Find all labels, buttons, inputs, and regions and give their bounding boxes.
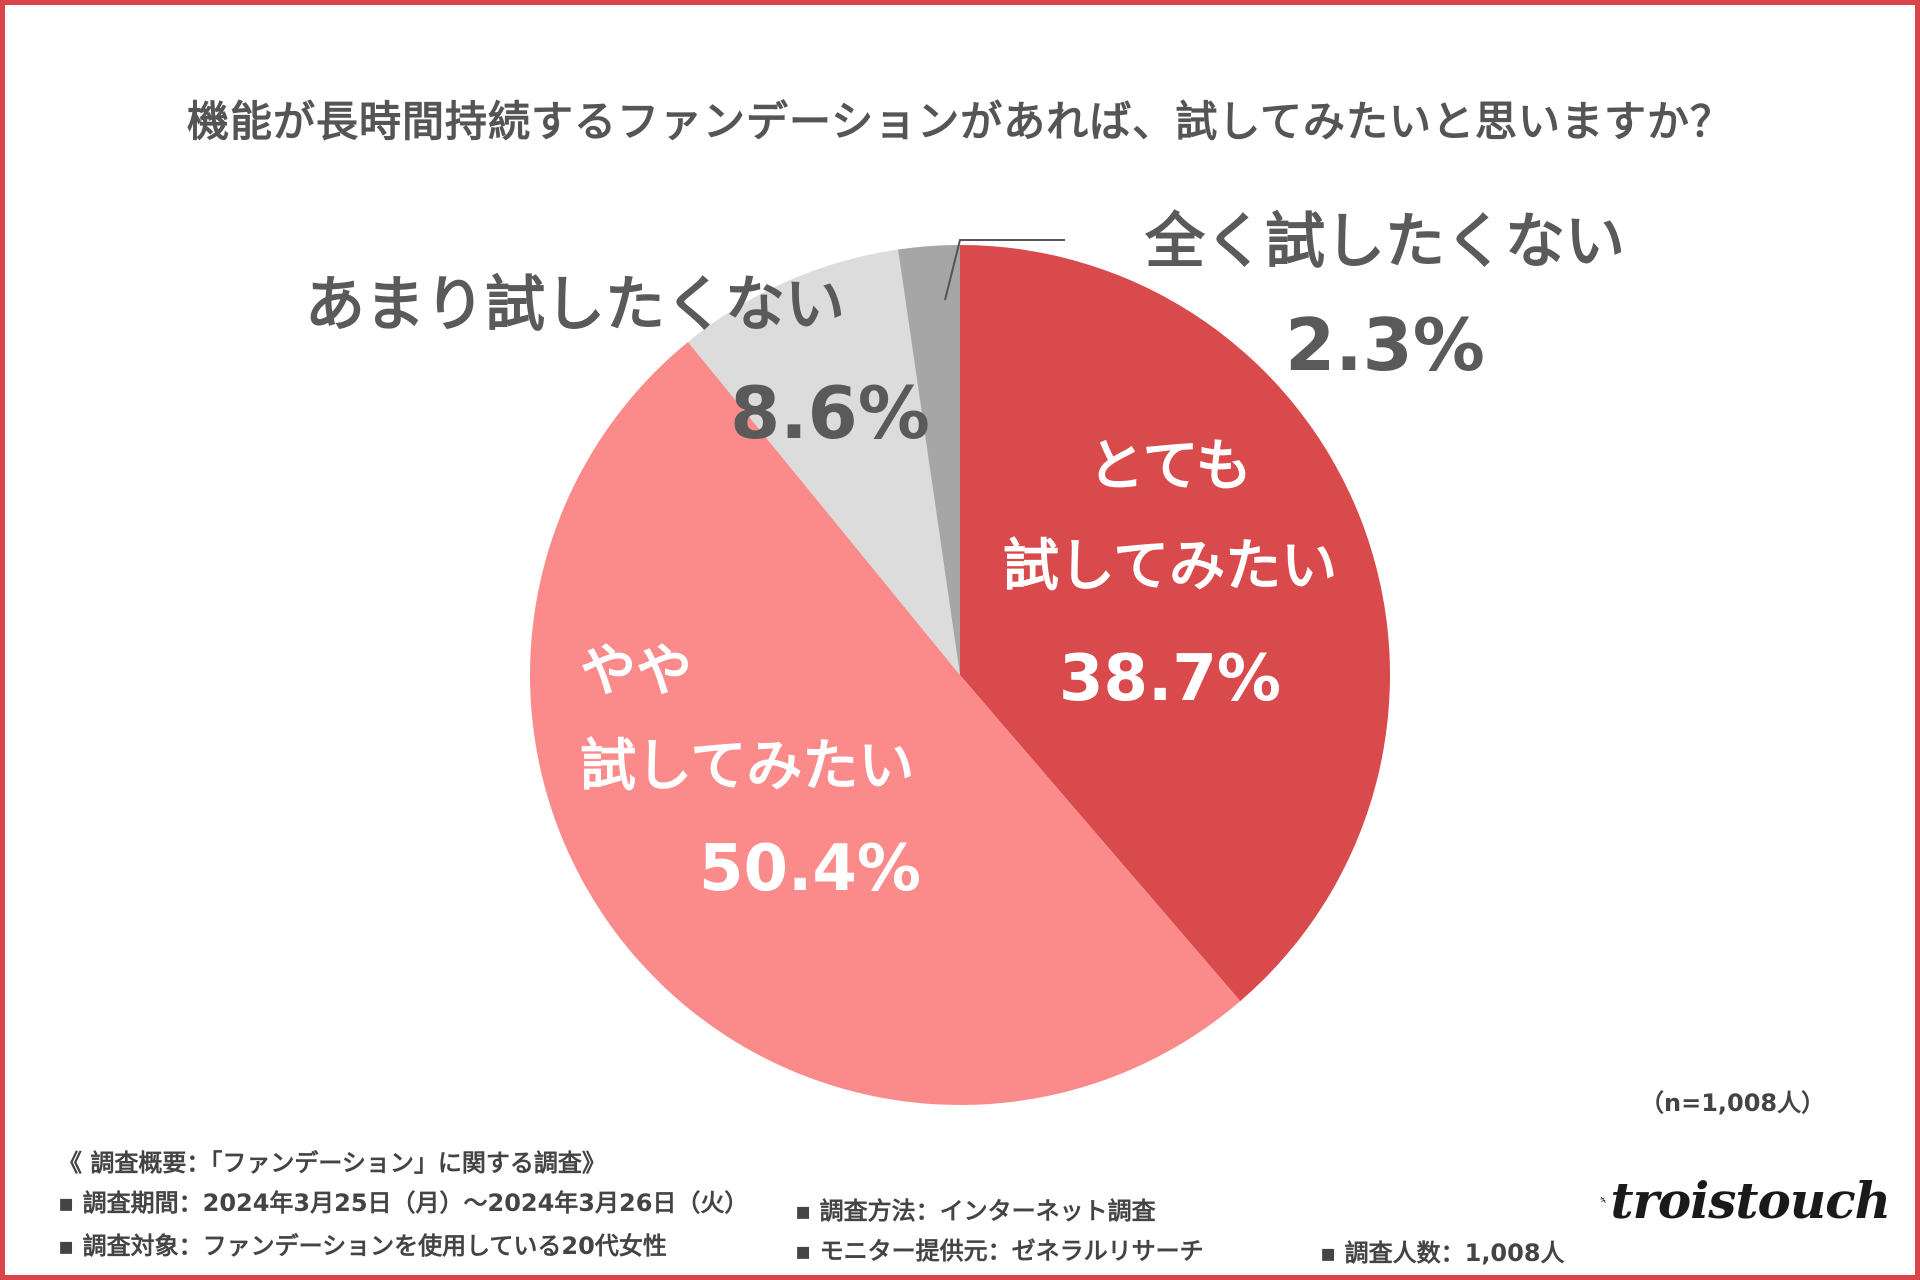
slice-value-4: 2.3% bbox=[1285, 303, 1485, 387]
pie-labels: とても試してみたい38.7%やや試してみたい50.4%あまり試したくない8.6%… bbox=[305, 207, 1625, 906]
sample-size-note: （n=1,008人） bbox=[1640, 1089, 1826, 1117]
pie-slices bbox=[529, 245, 1390, 1106]
slice-label-3-line-1: あまり試したくない bbox=[305, 270, 845, 340]
slice-value-2: 50.4% bbox=[699, 832, 921, 906]
pie-slice-2 bbox=[529, 341, 1241, 1106]
slice-label-2-line-1: やや bbox=[580, 639, 692, 704]
slice-label-1-line-1: とても bbox=[1088, 434, 1252, 499]
pie-slice-1 bbox=[960, 245, 1390, 1002]
survey-overview-heading: 《 調査概要：「ファンデーション」に関する調査》 bbox=[58, 1149, 606, 1177]
survey-target: ▪ 調査対象：ファンデーションを使用している20代女性 bbox=[58, 1232, 667, 1260]
leader-line bbox=[944, 239, 1065, 301]
survey-period: ▪ 調査期間：2024年3月25日（月）〜2024年3月26日（火） bbox=[58, 1189, 749, 1217]
brand-mark-icon bbox=[1600, 1196, 1606, 1204]
slice-value-1: 38.7% bbox=[1059, 642, 1281, 716]
monitor-provider: ▪ モニター提供元：ゼネラルリサーチ bbox=[795, 1237, 1204, 1265]
slice-label-4-line-1: 全く試したくない bbox=[1144, 207, 1625, 277]
leader-line-path bbox=[944, 239, 1065, 301]
survey-count: ▪ 調査人数：1,008人 bbox=[1320, 1239, 1565, 1267]
slice-label-2-line-2: 試してみたい bbox=[580, 734, 914, 799]
pie-slice-3 bbox=[687, 249, 960, 675]
brand-name: troistouch bbox=[1610, 1170, 1891, 1230]
pie-slice-4 bbox=[898, 245, 960, 675]
chart-title: 機能が長時間持続するファンデーションがあれば、試してみたいと思いますか？ bbox=[187, 97, 1733, 146]
survey-method: ▪ 調査方法：インターネット調査 bbox=[795, 1197, 1156, 1225]
brand-logo: troistouch bbox=[1600, 1165, 1891, 1235]
slice-value-3: 8.6% bbox=[730, 371, 930, 455]
slice-label-1-line-2: 試してみたい bbox=[1003, 534, 1337, 599]
